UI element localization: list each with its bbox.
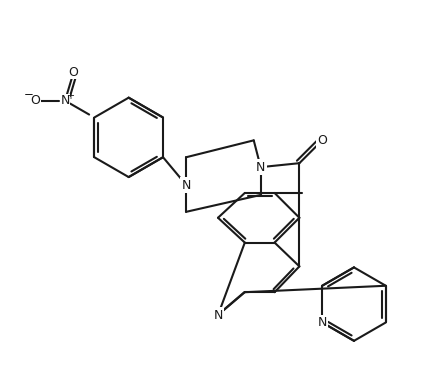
- Text: O: O: [69, 66, 78, 79]
- Text: N: N: [60, 94, 70, 107]
- Text: N: N: [181, 179, 191, 191]
- Text: O: O: [317, 134, 327, 147]
- Text: +: +: [66, 91, 74, 101]
- Text: −: −: [24, 88, 33, 101]
- Text: N: N: [256, 161, 266, 174]
- Text: N: N: [213, 308, 223, 322]
- Text: N: N: [317, 316, 327, 329]
- Text: O: O: [31, 94, 40, 107]
